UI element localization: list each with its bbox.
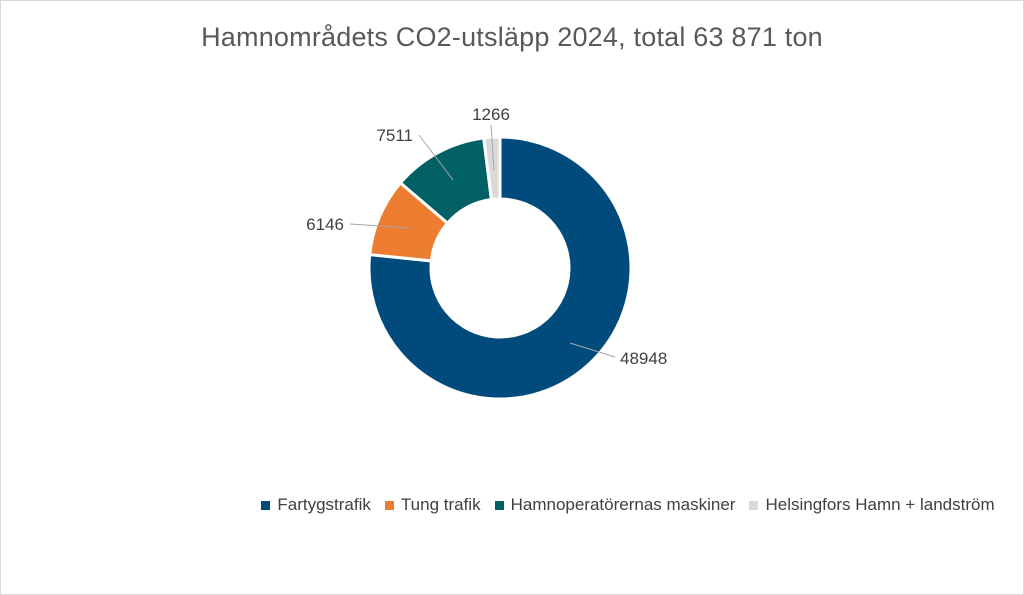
legend-item-hamnoperatorernas-maskiner: Hamnoperatörernas maskiner [494, 495, 736, 515]
legend-item-fartygstrafik: Fartygstrafik [261, 495, 371, 515]
legend-label: Fartygstrafik [277, 495, 371, 514]
data-label-hamnoperatorernas-maskiner: 7511 [376, 126, 413, 145]
leader-line-helsingfors-hamn-landstrom [490, 124, 495, 171]
legend-item-tung-trafik: Tung trafik [384, 495, 481, 515]
legend-label: Hamnoperatörernas maskiner [510, 495, 736, 514]
slice-fartygstrafik [367, 135, 633, 401]
leader-line-hamnoperatorernas-maskiner [418, 134, 454, 181]
legend-swatch-helsingfors-hamn [749, 500, 759, 510]
data-label-tung-trafik: 6146 [306, 215, 344, 234]
legend-swatch-tung-trafik [384, 500, 394, 510]
leader-line-fartygstrafik [569, 342, 616, 358]
legend-label: Helsingfors Hamn + landström [765, 495, 995, 514]
legend-swatch-fartygstrafik [261, 500, 271, 510]
data-label-helsingfors-hamn-landstrom: 1266 [472, 105, 510, 124]
legend-item-helsingfors-hamn: Helsingfors Hamn + landström [749, 495, 995, 515]
slice-helsingfors-hamn-landstrom [482, 135, 502, 202]
chart-title: Hamnområdets CO2-utsläpp 2024, total 63 … [201, 22, 823, 52]
legend-swatch-hamnoperatorernas-maskiner [494, 500, 504, 510]
legend-label: Tung trafik [400, 495, 481, 514]
data-label-fartygstrafik: 48948 [620, 349, 667, 368]
leader-line-tung-trafik [349, 223, 411, 229]
legend: Fartygstrafik Tung trafik Hamnoperatörer… [0, 495, 1024, 515]
